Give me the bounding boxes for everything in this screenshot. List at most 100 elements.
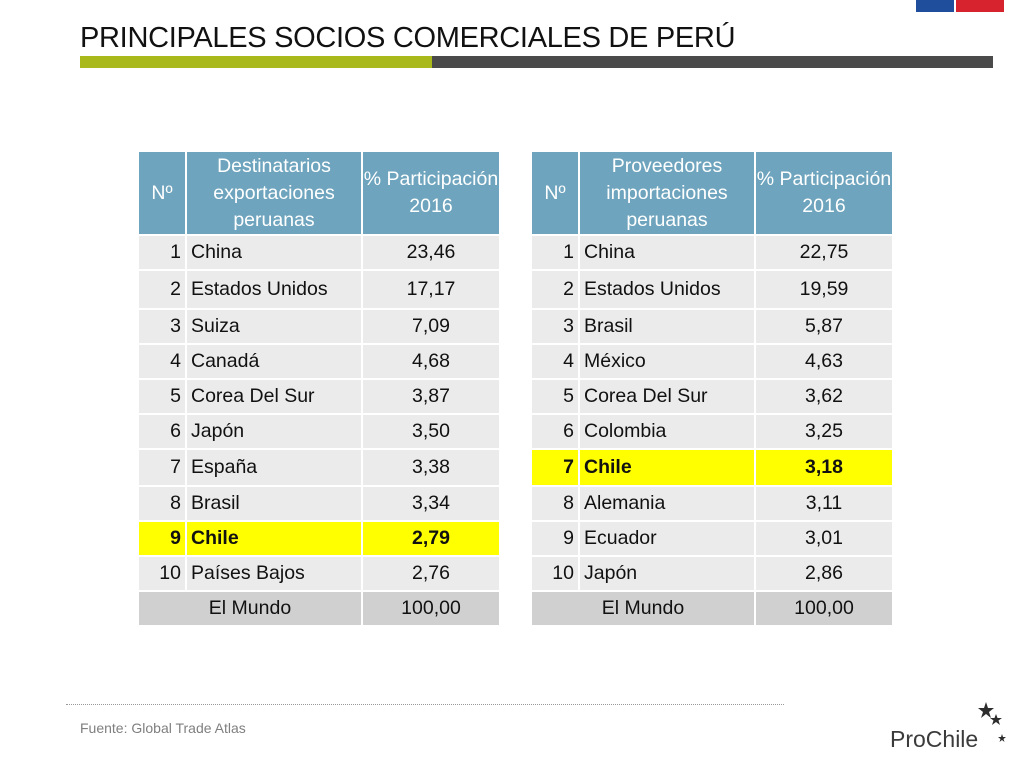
dotted-divider	[66, 704, 784, 705]
row-number: 4	[530, 343, 580, 380]
table-row-highlighted: 9 Chile 2,79	[137, 520, 501, 557]
stars-icon	[978, 702, 1006, 742]
table-row: 4 México 4,63	[530, 343, 894, 380]
table-row-highlighted: 7 Chile 3,18	[530, 448, 894, 487]
row-value: 4,63	[754, 343, 894, 380]
row-number: 3	[137, 308, 187, 345]
row-country: Colombia	[578, 413, 756, 450]
row-number: 9	[530, 520, 580, 557]
row-country: Ecuador	[578, 520, 756, 557]
row-country: Brasil	[185, 485, 363, 522]
row-country: Brasil	[578, 308, 756, 345]
row-country: Japón	[578, 555, 756, 592]
table-row: 3 Brasil 5,87	[530, 308, 894, 345]
imports-table: Nº Proveedores importaciones peruanas % …	[530, 150, 894, 627]
rule-dark	[432, 56, 993, 68]
row-value: 3,18	[754, 448, 894, 487]
table-row: 10 Países Bajos 2,76	[137, 555, 501, 592]
row-value: 4,68	[361, 343, 501, 380]
header-share: % Participación 2016	[754, 150, 894, 236]
row-number: 2	[530, 269, 580, 310]
row-country: Suiza	[185, 308, 363, 345]
row-country: Corea Del Sur	[578, 378, 756, 415]
row-value: 2,79	[361, 520, 501, 557]
row-value: 3,38	[361, 448, 501, 487]
row-country: Corea Del Sur	[185, 378, 363, 415]
row-number: 4	[137, 343, 187, 380]
row-value: 5,87	[754, 308, 894, 345]
row-value: 22,75	[754, 234, 894, 271]
header-number: Nº	[137, 150, 187, 236]
row-country: Alemania	[578, 485, 756, 522]
table-row: 2 Estados Unidos 19,59	[530, 269, 894, 310]
row-number: 10	[137, 555, 187, 592]
row-number: 5	[530, 378, 580, 415]
table-row: 5 Corea Del Sur 3,62	[530, 378, 894, 415]
row-country: México	[578, 343, 756, 380]
source-note: Fuente: Global Trade Atlas	[80, 720, 246, 736]
table-row: 1 China 22,75	[530, 234, 894, 271]
row-value: 3,62	[754, 378, 894, 415]
row-number: 1	[530, 234, 580, 271]
row-number: 10	[530, 555, 580, 592]
chile-flag-strip	[916, 0, 1004, 12]
header-number: Nº	[530, 150, 580, 236]
row-value: 2,86	[754, 555, 894, 592]
row-number: 6	[530, 413, 580, 450]
table-row: 6 Japón 3,50	[137, 413, 501, 450]
exports-table: Nº Destinatarios exportaciones peruanas …	[137, 150, 501, 627]
logo-text: ProChile	[890, 726, 979, 752]
row-value: 19,59	[754, 269, 894, 310]
row-number: 2	[137, 269, 187, 310]
row-value: 2,76	[361, 555, 501, 592]
table-row: 10 Japón 2,86	[530, 555, 894, 592]
table-row: 8 Brasil 3,34	[137, 485, 501, 522]
row-number: 8	[530, 485, 580, 522]
row-number: 3	[530, 308, 580, 345]
row-country: España	[185, 448, 363, 487]
row-country: Japón	[185, 413, 363, 450]
exports-header-row: Nº Destinatarios exportaciones peruanas …	[137, 150, 501, 236]
table-row: 5 Corea Del Sur 3,87	[137, 378, 501, 415]
flag-blue	[916, 0, 954, 12]
imports-header-row: Nº Proveedores importaciones peruanas % …	[530, 150, 894, 236]
header-suppliers: Proveedores importaciones peruanas	[578, 150, 756, 236]
row-number: 7	[137, 448, 187, 487]
row-number: 1	[137, 234, 187, 271]
row-value: 7,09	[361, 308, 501, 345]
total-label: El Mundo	[137, 590, 363, 627]
title-rule	[80, 56, 993, 68]
table-total-row: El Mundo 100,00	[530, 590, 894, 627]
header-destinations: Destinatarios exportaciones peruanas	[185, 150, 363, 236]
table-row: 2 Estados Unidos 17,17	[137, 269, 501, 310]
table-row: 3 Suiza 7,09	[137, 308, 501, 345]
flag-red	[956, 0, 1004, 12]
row-number: 9	[137, 520, 187, 557]
row-country: Estados Unidos	[185, 269, 363, 310]
table-row: 8 Alemania 3,11	[530, 485, 894, 522]
row-country: Chile	[578, 448, 756, 487]
table-row: 7 España 3,38	[137, 448, 501, 487]
row-country: China	[578, 234, 756, 271]
prochile-logo: ProChile	[890, 700, 1010, 760]
row-value: 3,11	[754, 485, 894, 522]
row-value: 3,01	[754, 520, 894, 557]
row-number: 8	[137, 485, 187, 522]
row-country: China	[185, 234, 363, 271]
row-number: 6	[137, 413, 187, 450]
table-row: 1 China 23,46	[137, 234, 501, 271]
row-value: 3,34	[361, 485, 501, 522]
row-country: Países Bajos	[185, 555, 363, 592]
slide-title: PRINCIPALES SOCIOS COMERCIALES DE PERÚ	[80, 22, 736, 54]
row-number: 5	[137, 378, 187, 415]
flag-white	[954, 0, 956, 12]
row-value: 3,50	[361, 413, 501, 450]
row-value: 23,46	[361, 234, 501, 271]
row-value: 3,87	[361, 378, 501, 415]
table-total-row: El Mundo 100,00	[137, 590, 501, 627]
total-value: 100,00	[754, 590, 894, 627]
table-row: 9 Ecuador 3,01	[530, 520, 894, 557]
total-label: El Mundo	[530, 590, 756, 627]
row-number: 7	[530, 448, 580, 487]
row-value: 17,17	[361, 269, 501, 310]
